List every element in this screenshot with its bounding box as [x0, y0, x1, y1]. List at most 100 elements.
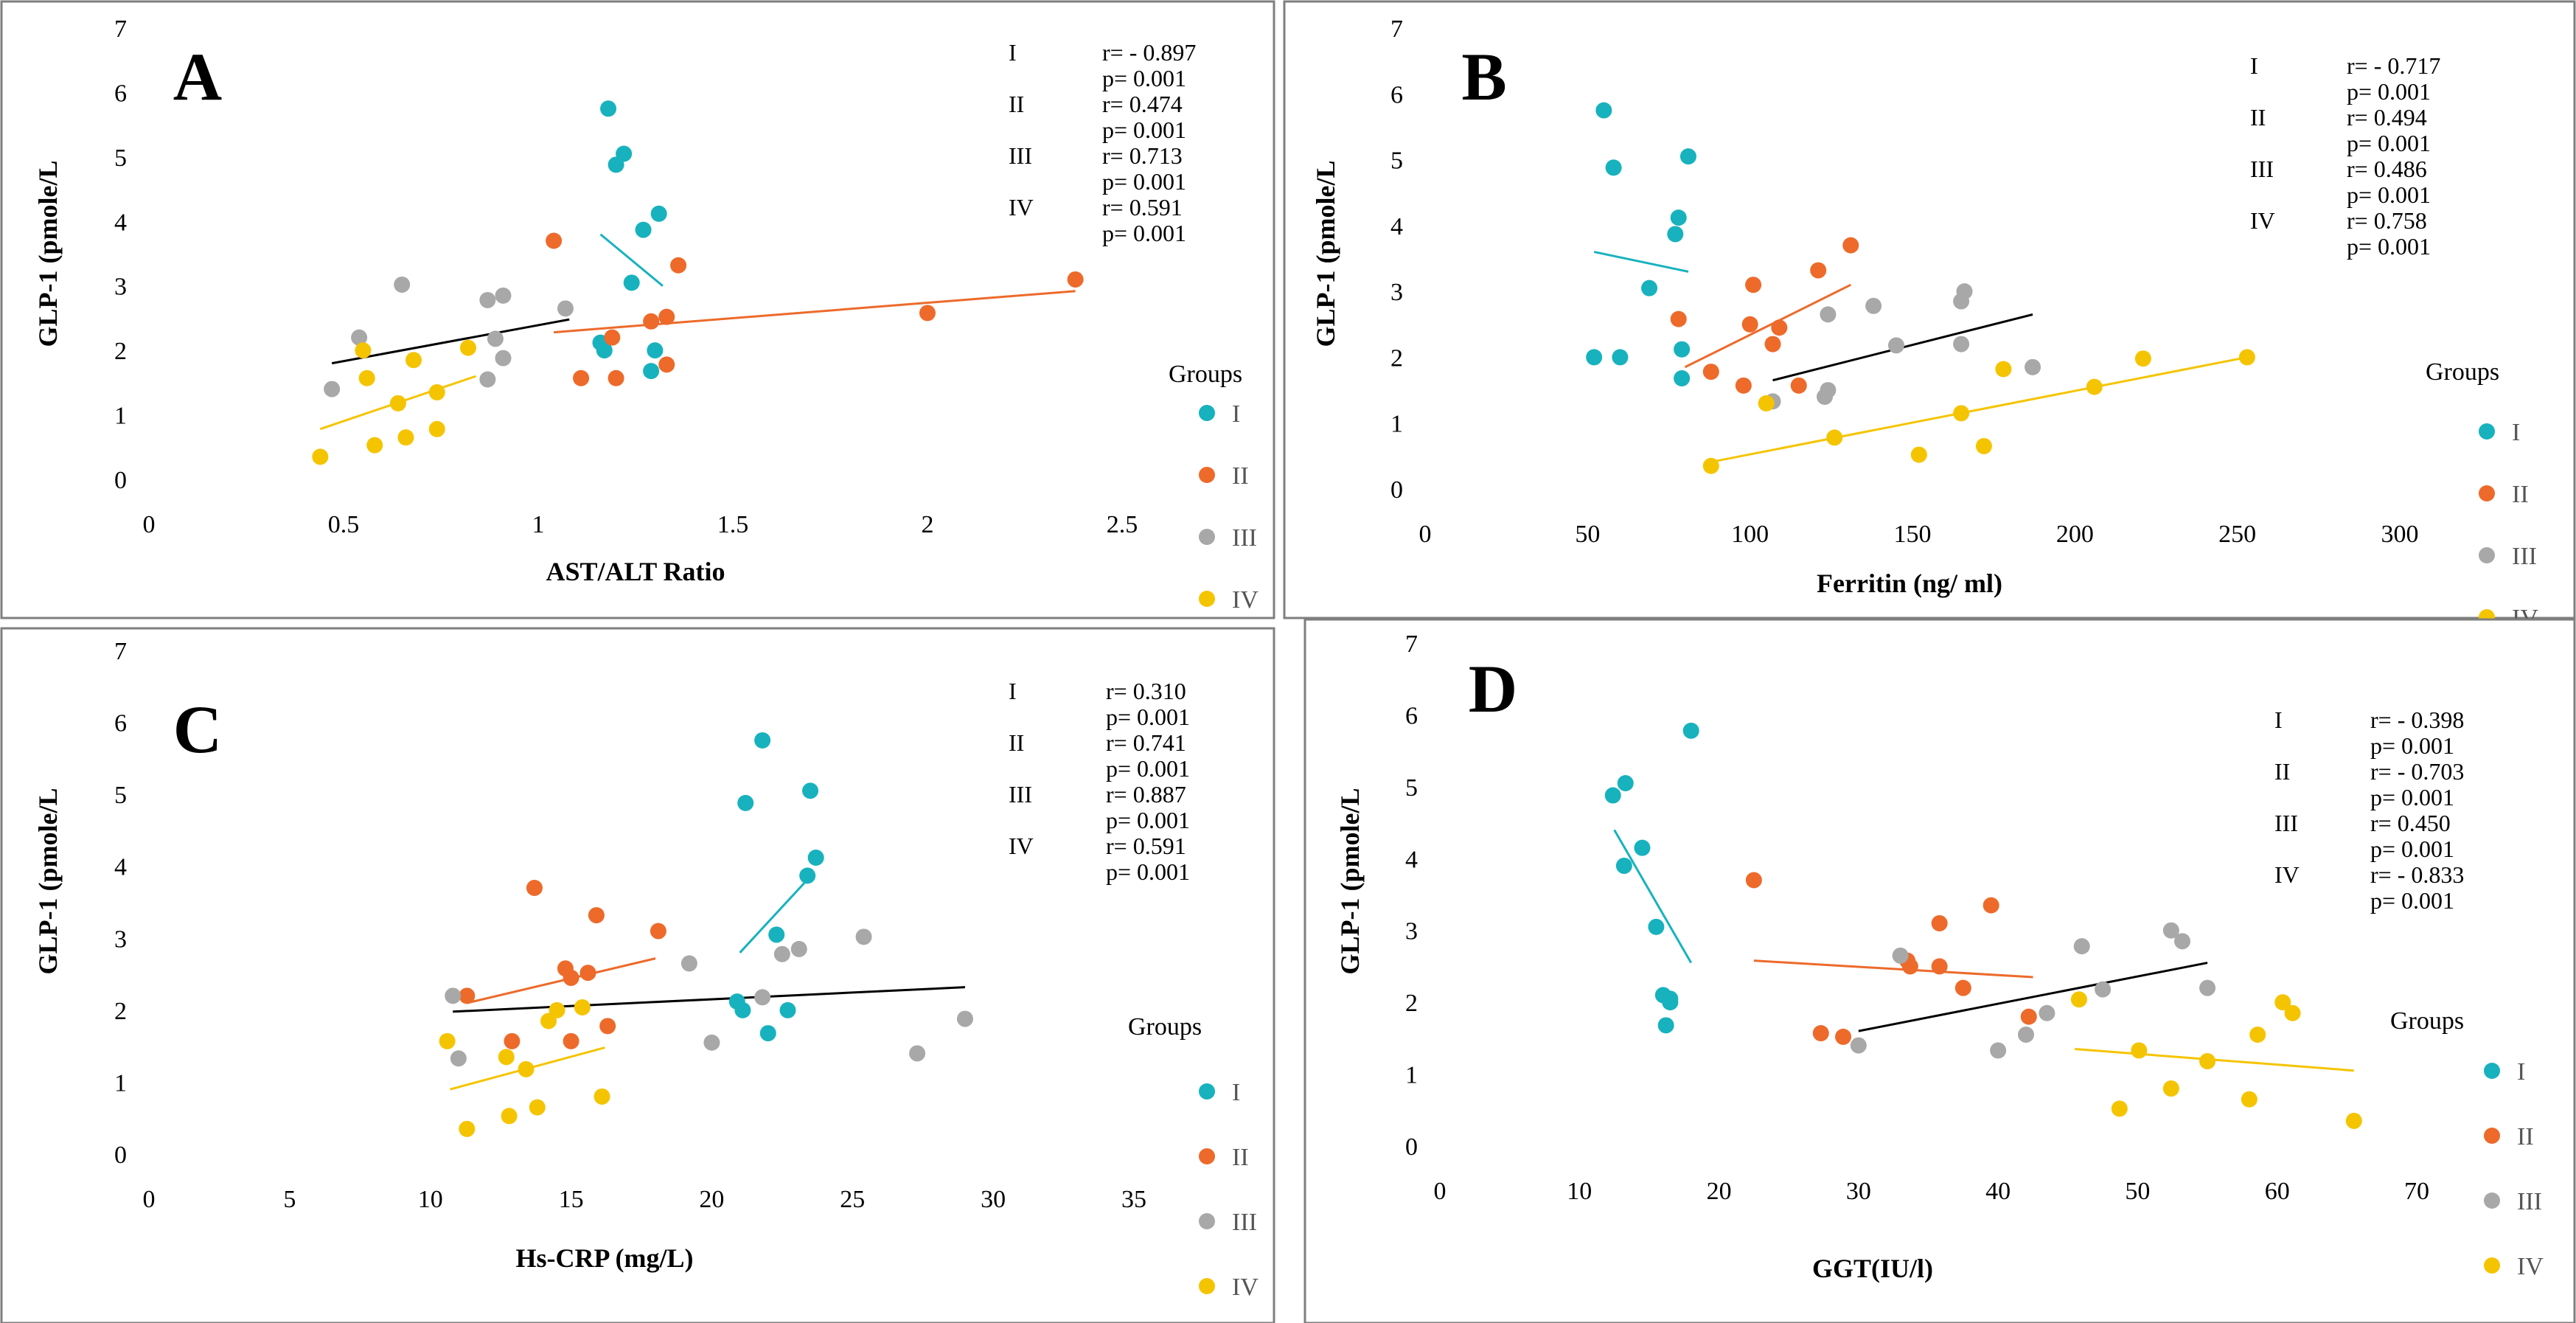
stat-r-value: r= 0.741	[1106, 729, 1186, 756]
data-point-group-ii	[504, 1032, 521, 1049]
data-point-group-iv	[355, 342, 372, 359]
data-point-group-iii	[2073, 938, 2090, 955]
data-point-group-ii	[1702, 364, 1719, 381]
x-tick-label: 0	[1434, 1178, 1447, 1205]
y-axis-label: GLP-1 (pmole/L	[33, 161, 63, 347]
data-point-group-ii	[1745, 277, 1762, 294]
stat-group-label: II	[1009, 91, 1024, 117]
x-tick-label: 15	[559, 1186, 584, 1213]
data-point-group-iv	[501, 1108, 518, 1125]
data-point-group-ii	[599, 1018, 616, 1035]
data-point-group-ii	[546, 232, 563, 249]
data-point-group-ii	[1745, 872, 1762, 889]
stat-r-value: r= 0.450	[2370, 810, 2451, 836]
panel-letter: B	[1461, 39, 1506, 114]
data-point-group-iv	[428, 383, 445, 400]
x-tick-label: 30	[981, 1186, 1006, 1213]
legend-marker-group-iii	[2479, 547, 2495, 563]
data-point-group-i	[799, 867, 816, 884]
y-tick-label: 6	[1405, 702, 1418, 729]
data-point-group-i	[596, 342, 613, 359]
data-point-group-ii	[1741, 316, 1758, 333]
data-point-group-i	[1682, 722, 1699, 739]
data-point-group-i	[635, 221, 652, 238]
legend-marker-group-iv	[2484, 1257, 2500, 1274]
legend-label: III	[1232, 1209, 1257, 1236]
stat-r-value: r= - 0.897	[1102, 39, 1196, 66]
x-tick-label: 50	[1575, 521, 1600, 548]
data-point-group-ii	[573, 369, 590, 386]
stat-p-value: p= 0.001	[1106, 858, 1190, 885]
y-tick-label: 4	[114, 209, 127, 236]
trend-line-group-ii	[1753, 959, 2033, 979]
data-point-group-iii	[1953, 336, 1970, 353]
data-point-group-ii	[1812, 1025, 1829, 1042]
data-point-group-ii	[608, 369, 624, 386]
data-point-group-i	[1648, 918, 1665, 935]
data-point-group-ii	[650, 923, 666, 940]
y-tick-label: 5	[1390, 147, 1403, 175]
trend-line-group-iv	[1708, 355, 2248, 464]
data-point-group-iv	[1975, 437, 1992, 454]
x-tick-label: 5	[283, 1186, 296, 1213]
x-tick-label: 30	[1846, 1178, 1871, 1205]
data-point-group-iii	[1990, 1042, 2007, 1059]
data-point-group-iii	[479, 371, 496, 388]
data-point-group-iii	[450, 1050, 467, 1067]
trend-line-group-iii	[1858, 962, 2208, 1032]
data-point-group-i	[1641, 279, 1658, 296]
legend-marker-group-ii	[2484, 1128, 2500, 1144]
legend-label: II	[2517, 1123, 2534, 1150]
data-point-group-iv	[1910, 446, 1927, 463]
data-point-group-iv	[358, 369, 375, 386]
data-point-group-i	[600, 100, 617, 117]
stat-group-label: II	[2250, 104, 2266, 131]
stat-p-value: p= 0.001	[2370, 732, 2454, 759]
stat-p-value: p= 0.001	[2347, 181, 2431, 208]
y-tick-label: 3	[114, 926, 127, 953]
data-point-group-iii	[394, 276, 411, 293]
legend-label: IV	[1232, 1274, 1259, 1301]
data-point-group-ii	[1670, 310, 1687, 327]
chart-panel-a: A 0 1 2 3 4 5 6 7 0 0.5 1 1.5 2 2.5 GLP-1 (pmole/L AST/A…	[0, 0, 1275, 619]
data-point-group-i	[1662, 990, 1679, 1007]
panel-letter: A	[173, 39, 222, 114]
stat-p-value: p= 0.001	[1106, 755, 1190, 782]
data-point-group-iv	[397, 429, 414, 446]
x-axis-label: Ferritin (ng/ ml)	[1817, 569, 2002, 598]
data-point-group-ii	[670, 257, 687, 274]
x-tick-label: 35	[1121, 1186, 1146, 1213]
stat-group-label: III	[1009, 142, 1032, 169]
stat-p-value: p= 0.001	[2370, 784, 2454, 810]
x-tick-label: 20	[699, 1186, 724, 1213]
stat-p-value: p= 0.001	[2370, 887, 2454, 914]
x-tick-label: 60	[2265, 1178, 2290, 1205]
data-point-group-ii	[526, 879, 543, 896]
data-point-group-iii	[1865, 297, 1882, 314]
stat-group-label: II	[2274, 758, 2290, 785]
data-point-group-iii	[445, 987, 462, 1004]
data-point-group-ii	[658, 308, 675, 325]
chart-panel-b: B 0 1 2 3 4 5 6 7 0 50 100 150 200 250 300 GLP-1 (pmole/…	[1283, 0, 2576, 632]
stat-p-value: p= 0.001	[1102, 65, 1186, 91]
y-tick-label: 6	[114, 710, 127, 737]
stat-r-value: r= - 0.703	[2370, 758, 2464, 785]
stat-group-label: I	[1009, 39, 1017, 66]
data-point-group-iv	[2345, 1112, 2362, 1129]
legend-marker-group-iv	[1199, 591, 1215, 607]
data-point-group-iii	[2174, 933, 2190, 950]
data-point-group-ii	[1931, 958, 1948, 975]
data-point-group-iii	[956, 1010, 973, 1027]
y-tick-label: 3	[1405, 918, 1418, 945]
data-point-group-ii	[1983, 897, 1999, 914]
legend-label: II	[1232, 462, 1249, 490]
stat-r-value: r= 0.474	[1102, 91, 1183, 117]
y-tick-label: 4	[1390, 213, 1403, 240]
x-tick-label: 0.5	[328, 511, 360, 538]
x-tick-label: 70	[2404, 1178, 2429, 1205]
stat-p-value: p= 0.001	[2347, 130, 2431, 156]
data-point-group-iv	[428, 420, 445, 437]
y-tick-label: 0	[1390, 476, 1403, 504]
